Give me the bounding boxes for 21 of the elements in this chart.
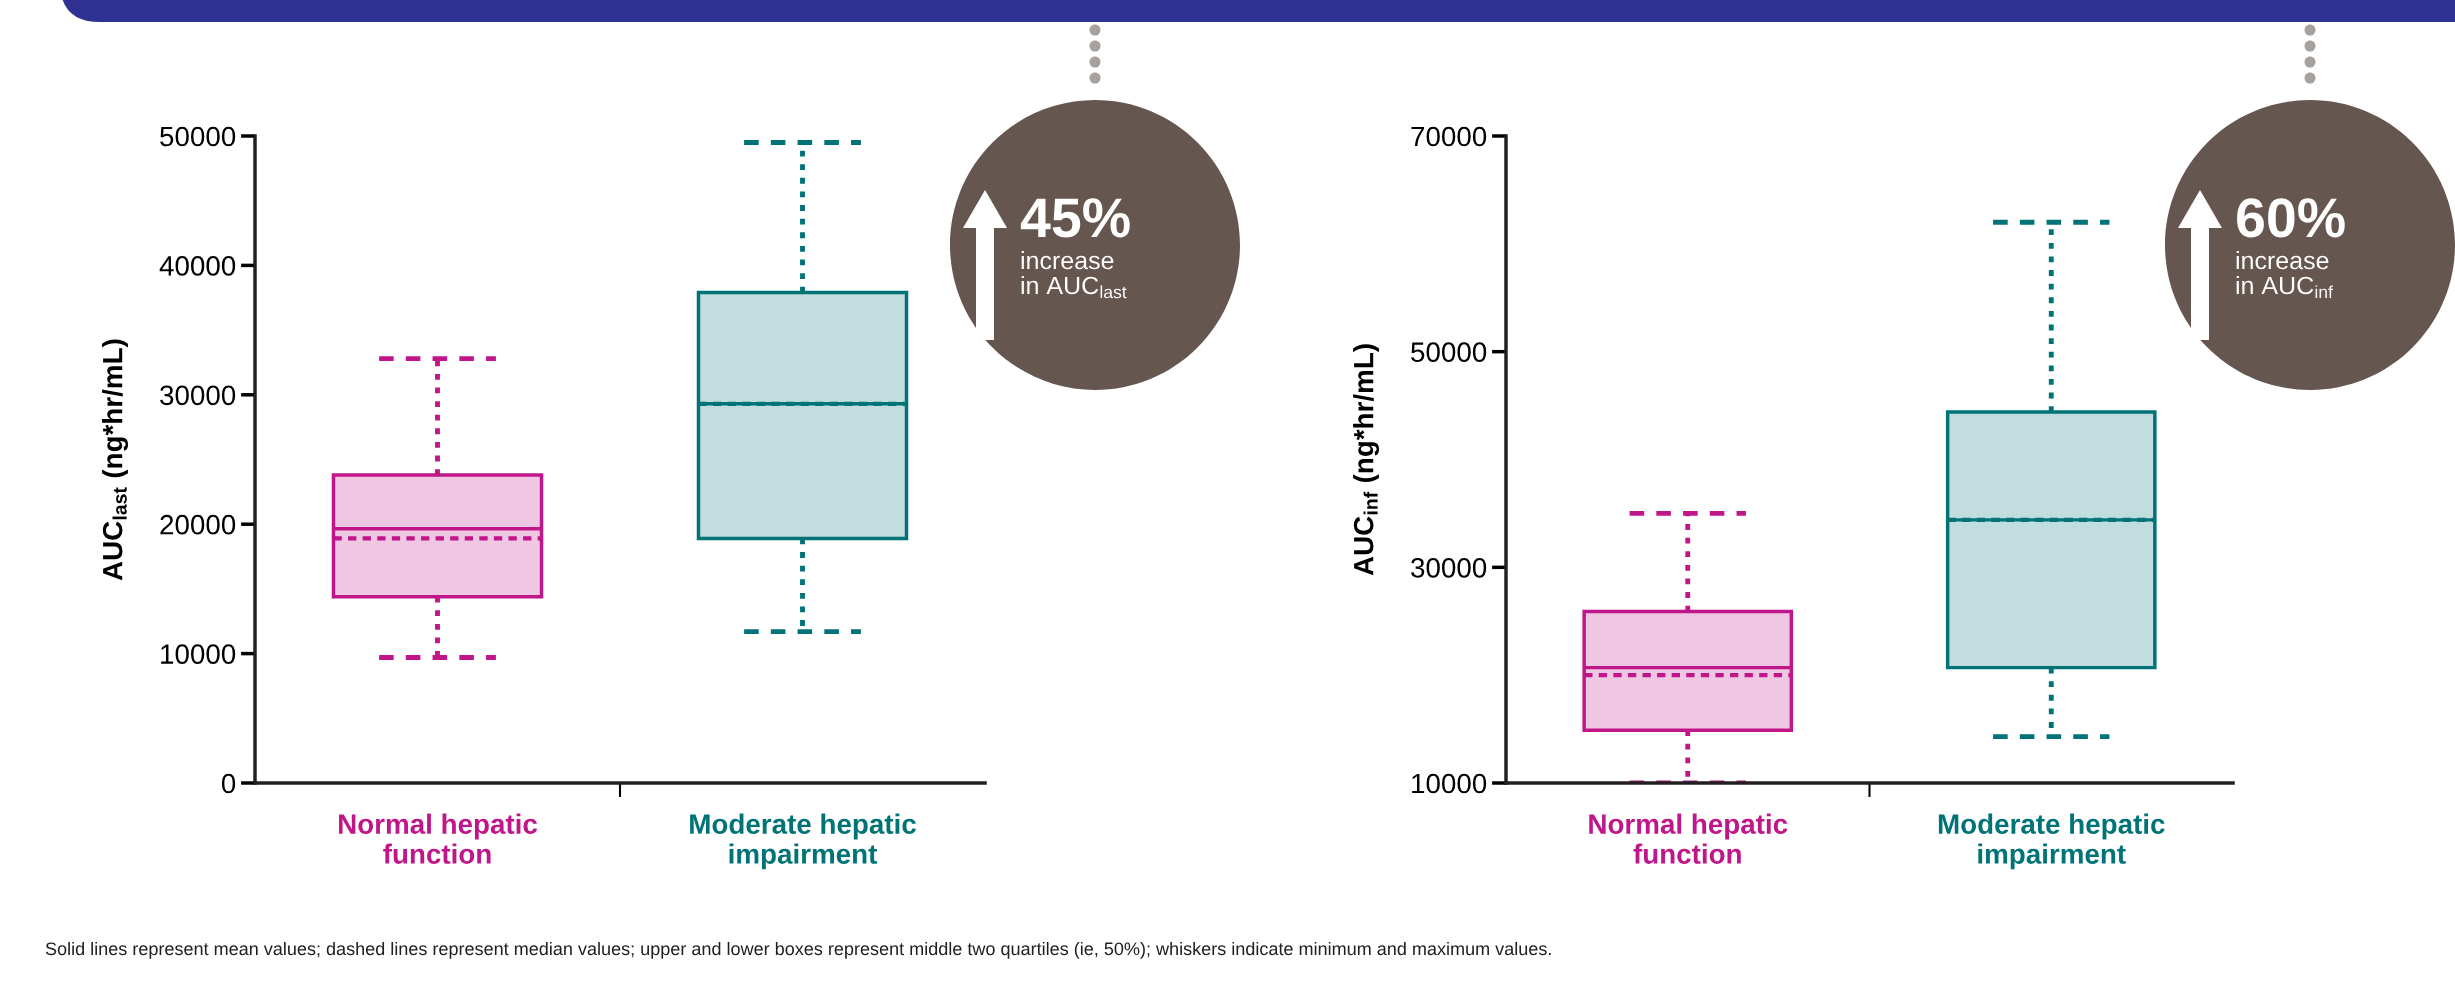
x-tick-label: Normal hepatic function bbox=[339, 813, 538, 864]
y-tick-label: 0 bbox=[221, 773, 236, 794]
text: 45% bbox=[1020, 198, 1130, 238]
text: 60% bbox=[2237, 198, 2345, 238]
y-tick-label: 40000 bbox=[159, 256, 236, 276]
y-tick-label: 50000 bbox=[160, 126, 236, 147]
x-tick-label: Moderate hepatic impairment bbox=[1938, 813, 2165, 870]
y-axis-title: AUC$_{inf}$ (ng*hr/mL) bbox=[1353, 344, 1380, 576]
y-tick-label: 70000 bbox=[1411, 126, 1487, 147]
y-tick-label: 50000 bbox=[1411, 342, 1487, 363]
text: increase in AUC$_{inf}$ bbox=[2236, 251, 2333, 299]
text: increase in AUC$_{last}$ bbox=[1021, 251, 1127, 299]
y-axis-title: AUC$_{last}$ (ng*hr/mL) bbox=[102, 339, 129, 581]
y-tick-label: 30000 bbox=[160, 385, 236, 406]
text: Solid lines represent mean values; dashed lines represent median values; upper and lower boxes represent middle two quartiles (ie, 50%); whiskers indicate minimum and maximum values. bbox=[45, 941, 1551, 959]
y-tick-label: 20000 bbox=[160, 514, 236, 535]
y-tick-label: 10000 bbox=[1412, 773, 1487, 794]
x-tick-label: Moderate hepatic impairment bbox=[690, 813, 916, 870]
x-tick-label: Normal hepatic function bbox=[1589, 813, 1788, 864]
y-tick-label: 30000 bbox=[1411, 558, 1487, 578]
y-tick-label: 10000 bbox=[161, 644, 236, 664]
